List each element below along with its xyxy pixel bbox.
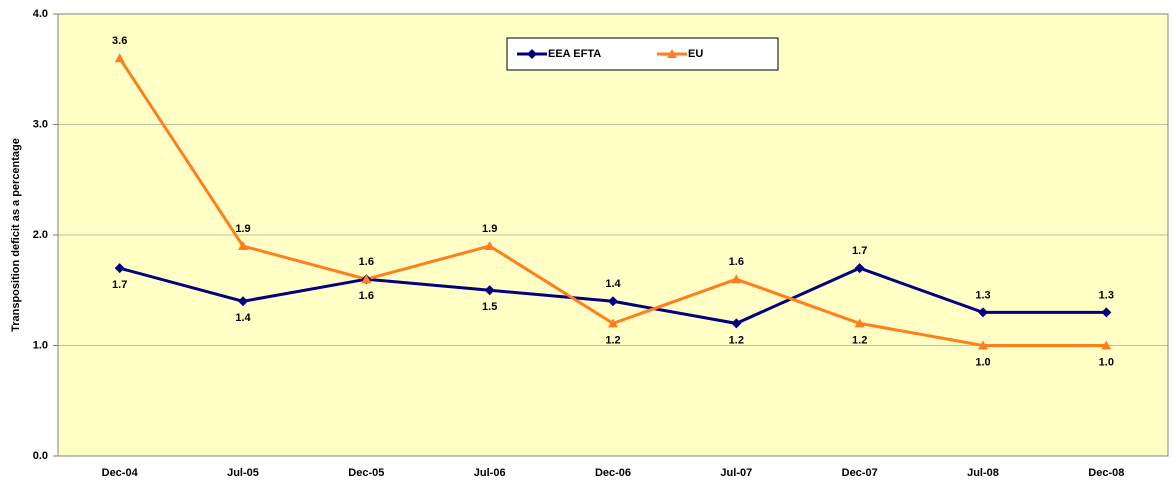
data-label: 1.6 [359, 256, 374, 268]
data-label: 1.2 [605, 334, 620, 346]
data-label: 1.0 [975, 356, 990, 368]
data-label: 1.4 [605, 278, 621, 290]
marker [238, 296, 248, 307]
data-label: 1.5 [482, 301, 497, 313]
x-tick-label: Dec-06 [595, 467, 631, 479]
legend-box [506, 37, 779, 71]
data-label: 3.6 [112, 35, 127, 47]
marker [1101, 307, 1112, 318]
x-tick-label: Jul-07 [720, 467, 752, 479]
data-label: 1.7 [852, 245, 867, 257]
marker [854, 263, 865, 274]
x-tick-label: Jul-06 [474, 467, 506, 479]
y-tick-label: 0.0 [33, 450, 48, 462]
y-tick-label: 2.0 [33, 229, 48, 241]
data-label: 1.9 [482, 223, 497, 235]
marker [1101, 340, 1112, 350]
marker [731, 274, 742, 284]
marker [114, 263, 125, 274]
y-tick-label: 3.0 [33, 118, 48, 130]
data-label: 1.6 [359, 290, 374, 302]
x-tick-label: Dec-08 [1088, 467, 1124, 479]
marker [608, 318, 618, 328]
legend-label: EEA EFTA [548, 48, 601, 60]
legend-label: EU [688, 48, 703, 60]
marker [978, 307, 988, 318]
data-label: 1.9 [235, 223, 250, 235]
marker [361, 274, 372, 284]
x-tick-label: Jul-05 [227, 467, 259, 479]
x-tick-label: Jul-08 [967, 467, 999, 479]
marker [114, 53, 125, 63]
marker [238, 241, 248, 251]
data-label: 1.7 [112, 279, 127, 291]
data-label: 1.0 [1099, 356, 1114, 368]
x-tick-label: Dec-04 [102, 467, 139, 479]
marker [667, 49, 677, 58]
marker [608, 296, 618, 307]
y-axis-label: Transposition deficit as a percentage [10, 138, 22, 332]
marker [854, 318, 865, 328]
x-tick-label: Dec-07 [842, 467, 878, 479]
data-label: 1.2 [729, 334, 744, 346]
x-tick-label: Dec-05 [348, 467, 384, 479]
data-label: 1.3 [975, 289, 990, 301]
y-tick-label: 1.0 [33, 339, 48, 351]
marker [731, 318, 742, 329]
data-label: 1.2 [852, 334, 867, 346]
marker [527, 49, 537, 59]
marker [484, 285, 495, 296]
data-label: 1.4 [235, 312, 251, 324]
marker [978, 340, 988, 350]
data-label: 1.6 [729, 256, 744, 268]
y-tick-label: 4.0 [33, 8, 48, 20]
data-label: 1.3 [1099, 289, 1114, 301]
marker [484, 241, 495, 251]
